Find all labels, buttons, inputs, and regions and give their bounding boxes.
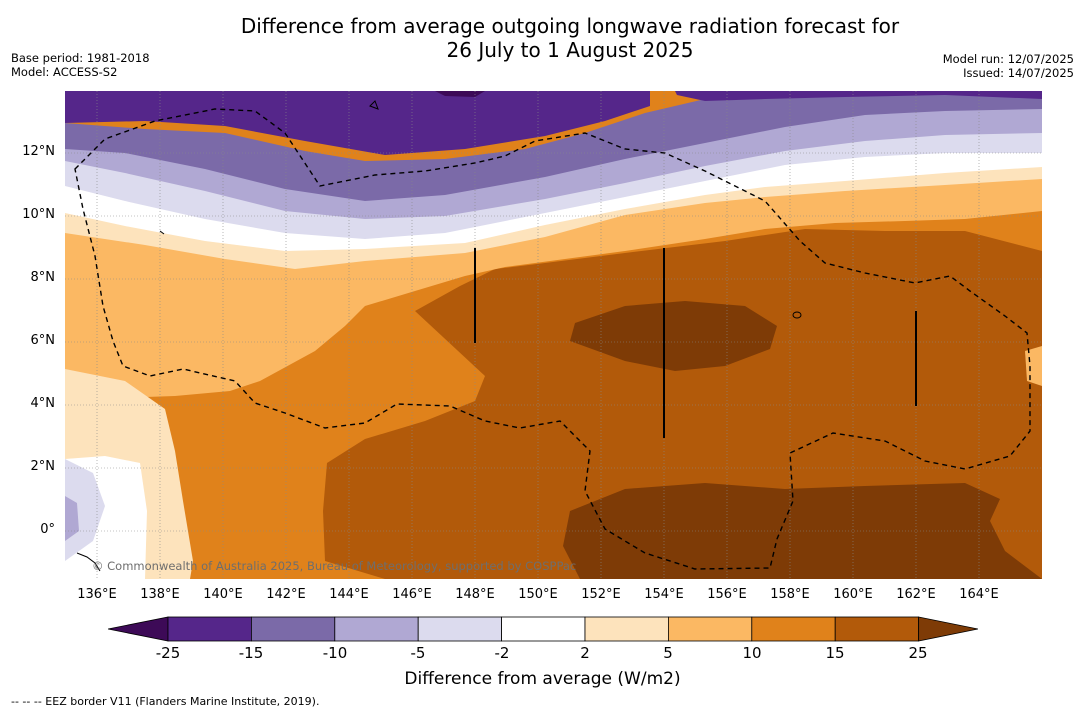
colorbar-tick: -2 (494, 644, 510, 662)
lon-label-146e: 146°E (392, 587, 432, 602)
colorbar-max-extension (918, 616, 978, 642)
model-run: Model run: 12/07/2025 (942, 52, 1074, 66)
band-2-5 (65, 163, 1042, 269)
colorbar-tick: -5 (410, 644, 426, 662)
lat-label-12n: 12°N (22, 144, 55, 159)
lon-label-138e: 138°E (140, 587, 180, 602)
colorbar-segment-9 (834, 616, 920, 642)
eez-footnote: -- -- -- EEZ border V11 (Flanders Marine… (11, 695, 320, 708)
band-minus-5-southwest (65, 459, 105, 561)
lon-label-154e: 154°E (644, 587, 684, 602)
lat-label-2n: 2°N (30, 459, 56, 474)
lon-label-140e: 140°E (203, 587, 243, 602)
colorbar-tick: -25 (155, 644, 181, 662)
lat-label-4n: 4°N (30, 396, 56, 411)
colorbar-segment-8 (751, 616, 836, 642)
title-line-1: Difference from average outgoing longwav… (240, 14, 900, 38)
meta-right: Model run: 12/07/2025 Issued: 14/07/2025 (943, 52, 1074, 80)
colorbar-tick: 25 (908, 644, 928, 662)
band-minus-15-minus-10 (65, 91, 1042, 201)
model-name: Model: ACCESS-S2 (11, 65, 118, 79)
coastline-marks (76, 100, 802, 572)
colorbar-segment-7 (668, 616, 753, 642)
colorbar-segment-4 (417, 616, 503, 642)
olr-anomaly-map (65, 91, 1042, 579)
colorbar-segment-5 (501, 616, 586, 642)
lat-label-10n: 10°N (22, 207, 55, 222)
band-5-10 (65, 177, 1042, 401)
lon-label-150e: 150°E (518, 587, 558, 602)
band-5-10-east-edge (1025, 346, 1042, 386)
colorbar-min-extension (108, 616, 169, 642)
lon-label-142e: 142°E (266, 587, 306, 602)
gridlines (65, 91, 1042, 579)
band-25-plus-north (570, 301, 777, 371)
lon-label-156e: 156°E (707, 587, 747, 602)
lon-label-148e: 148°E (455, 587, 495, 602)
vertical-marks (474, 248, 917, 438)
colorbar-segment-3 (334, 616, 419, 642)
lon-label-136e: 136°E (77, 587, 117, 602)
colorbar-label: Difference from average (W/m2) (404, 669, 681, 689)
base-period: Base period: 1981-2018 (11, 51, 150, 65)
colorbar-tick: 15 (825, 644, 845, 662)
colorbar-tick: -15 (238, 644, 264, 662)
lon-label-152e: 152°E (581, 587, 621, 602)
lon-label-162e: 162°E (896, 587, 936, 602)
band-minus-25-northeast (675, 91, 1042, 101)
lat-label-8n: 8°N (30, 270, 56, 285)
map-title: Difference from average outgoing longwav… (150, 14, 990, 62)
lon-label-164e: 164°E (959, 587, 999, 602)
lon-label-144e: 144°E (329, 587, 369, 602)
eez-border (74, 108, 1031, 570)
band-below-minus-25 (435, 91, 485, 97)
band-25-plus-south (563, 483, 1042, 579)
colorbar-segment-2 (250, 616, 336, 642)
lon-label-160e: 160°E (833, 587, 873, 602)
colorbar-tick: 2 (580, 644, 590, 662)
lat-label-6n: 6°N (30, 333, 56, 348)
colorbar-tick: 10 (742, 644, 762, 662)
colorbar-segment-1 (167, 616, 252, 642)
lat-label-0: 0° (40, 522, 55, 537)
colorbar-segment-6 (584, 616, 669, 642)
lon-label-158e: 158°E (770, 587, 810, 602)
colorbar (108, 616, 978, 642)
title-line-2: 26 July to 1 August 2025 (446, 38, 694, 62)
issued-date: Issued: 14/07/2025 (963, 66, 1074, 80)
copyright-notice: © Commonwealth of Australia 2025, Bureau… (92, 559, 577, 573)
band-minus-10-southwest (65, 496, 79, 541)
band-minus-25-minus-15 (65, 91, 650, 155)
colorbar-tick: 5 (663, 644, 673, 662)
colorbar-tick: -10 (322, 644, 348, 662)
meta-left: Base period: 1981-2018 Model: ACCESS-S2 (11, 51, 150, 79)
